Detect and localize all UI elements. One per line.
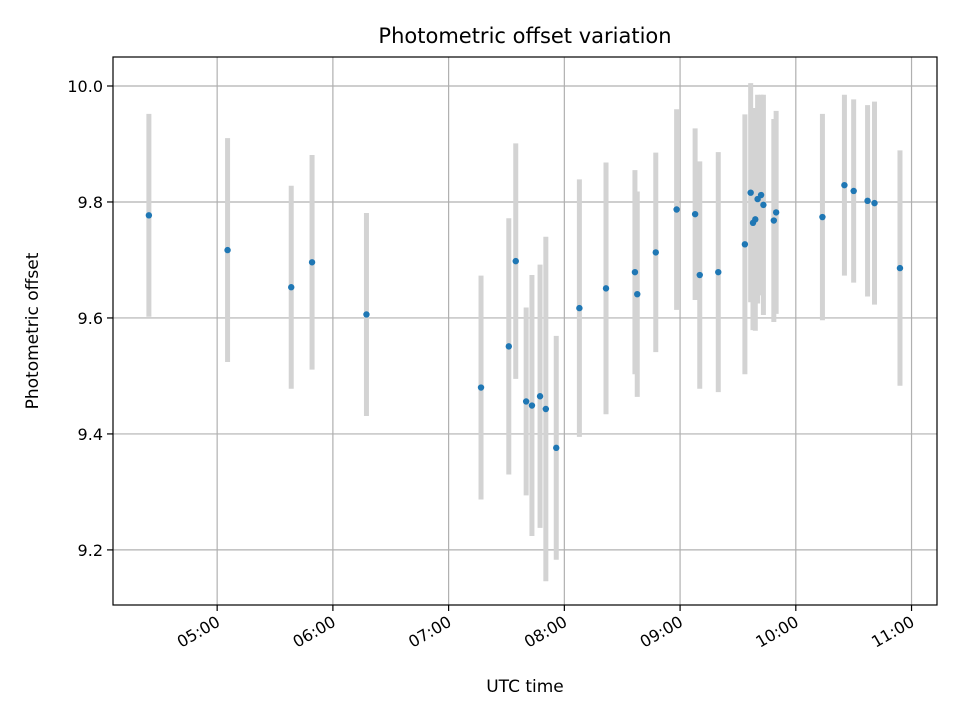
data-point bbox=[224, 246, 231, 254]
data-point bbox=[819, 213, 826, 221]
y-tick-label: 10.0 bbox=[67, 77, 103, 96]
data-point bbox=[871, 199, 878, 207]
data-point bbox=[477, 384, 485, 391]
data-point bbox=[634, 290, 641, 298]
data-point bbox=[505, 343, 512, 350]
y-axis-label: Photometric offset bbox=[23, 252, 43, 409]
data-point bbox=[696, 271, 703, 279]
data-point bbox=[145, 212, 153, 219]
data-point bbox=[512, 257, 519, 265]
data-point bbox=[308, 259, 316, 266]
data-point bbox=[673, 206, 680, 213]
data-point bbox=[288, 284, 295, 291]
chart-title: Photometric offset variation bbox=[378, 24, 671, 48]
data-point bbox=[747, 189, 754, 196]
data-point bbox=[542, 405, 550, 413]
data-point bbox=[772, 209, 780, 216]
data-point bbox=[752, 216, 759, 223]
data-point bbox=[652, 249, 659, 256]
data-point bbox=[741, 241, 749, 248]
data-point bbox=[770, 217, 778, 224]
y-tick-label: 9.2 bbox=[78, 541, 103, 560]
data-point bbox=[760, 201, 767, 209]
plot-area-frame bbox=[112, 56, 938, 606]
data-point bbox=[864, 197, 871, 205]
y-tick-label: 9.8 bbox=[78, 193, 103, 212]
data-point bbox=[757, 191, 765, 199]
data-point bbox=[536, 393, 544, 400]
data-point bbox=[631, 268, 639, 276]
data-point bbox=[528, 402, 536, 409]
data-point bbox=[553, 444, 560, 452]
data-point bbox=[841, 181, 848, 189]
x-axis-label: UTC time bbox=[486, 677, 564, 697]
data-point bbox=[691, 210, 699, 218]
data-point bbox=[363, 311, 370, 318]
data-point bbox=[715, 268, 722, 276]
data-point bbox=[576, 304, 583, 312]
data-points bbox=[145, 181, 904, 452]
data-point bbox=[602, 285, 610, 292]
data-point bbox=[522, 398, 530, 405]
y-tick-label: 9.4 bbox=[78, 425, 103, 444]
y-tick-label: 9.6 bbox=[78, 309, 103, 328]
y-axis-ticks: 9.2 9.4 9.6 9.8 10.0 bbox=[67, 77, 113, 560]
data-point bbox=[896, 264, 904, 272]
data-point bbox=[850, 187, 857, 195]
